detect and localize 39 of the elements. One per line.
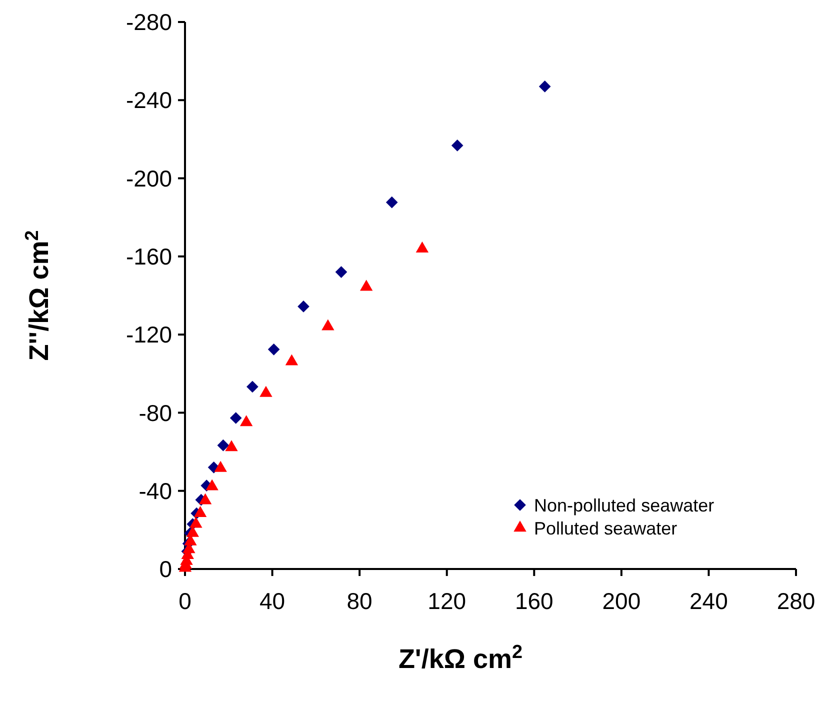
point: [360, 280, 373, 291]
x-tick-label: 40: [259, 588, 286, 614]
x-tick-label: 200: [602, 588, 641, 614]
point: [206, 479, 218, 490]
y-tick-label: -80: [138, 400, 172, 426]
x-tick-label: 240: [690, 588, 728, 614]
point: [194, 506, 207, 517]
point: [260, 386, 272, 397]
y-tick-label: -160: [126, 243, 172, 270]
point: [268, 344, 280, 356]
point: [240, 415, 253, 426]
point: [214, 460, 227, 472]
x-axis-title: Z'/kΩ cm$^{2}$: [398, 642, 523, 674]
point: [335, 266, 348, 278]
point: [322, 319, 334, 330]
legend-label: Polluted seawater: [534, 518, 678, 538]
point: [190, 516, 202, 528]
y-tick-label: -40: [138, 478, 172, 504]
y-tick-label: -200: [126, 165, 172, 192]
x-tick-label: 120: [428, 588, 466, 614]
point: [246, 380, 258, 393]
x-tick-label: 80: [346, 588, 372, 614]
point: [217, 439, 230, 452]
y-tick-label: -280: [126, 9, 172, 36]
point: [298, 300, 310, 312]
point: [225, 440, 238, 452]
x-tick-label: 160: [514, 588, 554, 614]
point: [386, 196, 398, 208]
y-tick-label: 0: [159, 556, 172, 582]
point: [230, 412, 242, 424]
legend-label: Non-polluted seawater: [534, 495, 714, 516]
x-tick-label: 280: [776, 588, 816, 614]
y-tick-label: -240: [126, 87, 172, 114]
x-tick-label: 0: [178, 588, 192, 614]
point: [451, 140, 464, 152]
point: [198, 493, 212, 504]
point: [285, 354, 298, 366]
point: [538, 80, 551, 92]
y-tick-label: -120: [126, 322, 172, 348]
